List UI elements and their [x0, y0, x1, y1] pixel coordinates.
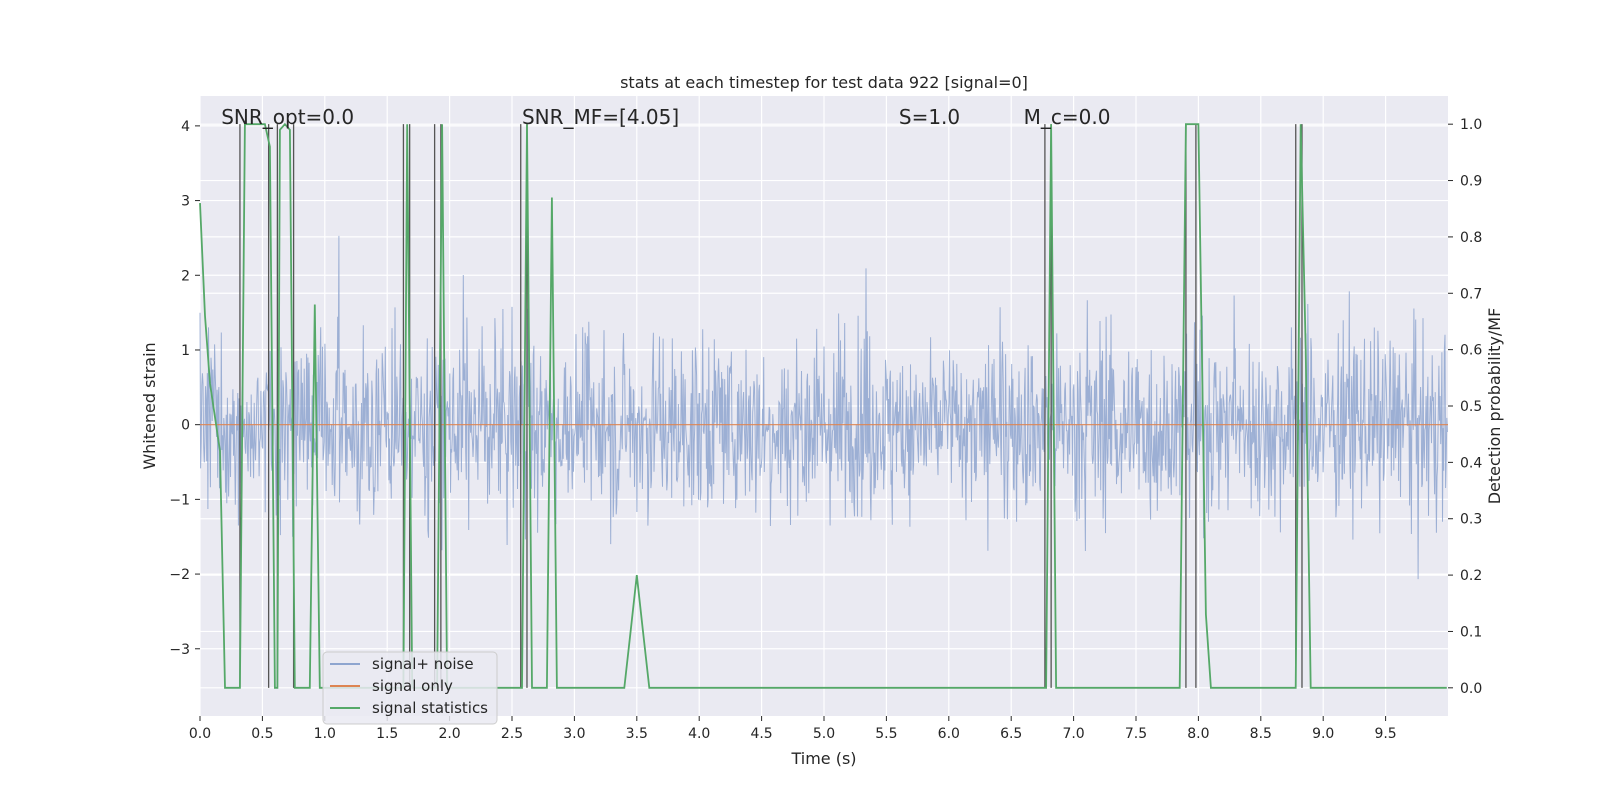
y-tick-label: −3 [169, 642, 190, 658]
annotations: SNR_opt=0.0 SNR_MF=[4.05] S=1.0 M_c=0.0 [221, 105, 1110, 129]
y2-axis-label: Detection probability/MF [1485, 308, 1504, 505]
y2-tick-label: 0.8 [1460, 230, 1482, 246]
y2-tick-label: 0.3 [1460, 512, 1482, 528]
annotation-text: S=1.0 [899, 105, 960, 129]
legend-label-signal-plus-noise: signal+ noise [372, 655, 474, 673]
x-tick-label: 6.5 [1000, 726, 1022, 742]
y2-tick-label: 0.7 [1460, 286, 1482, 302]
y-tick-label: −1 [169, 492, 190, 508]
y2-tick-label: 0.0 [1460, 681, 1482, 697]
legend-label-signal-only: signal only [372, 677, 453, 695]
x-tick-label: 2.0 [438, 726, 460, 742]
x-tick-label: 5.0 [813, 726, 835, 742]
x-tick-label: 4.5 [750, 726, 772, 742]
x-tick-label: 0.5 [251, 726, 273, 742]
y-tick-label: 4 [181, 119, 190, 135]
x-tick-label: 2.5 [501, 726, 523, 742]
x-tick-label: 3.5 [626, 726, 648, 742]
y2-tick-label: 1.0 [1460, 117, 1482, 133]
x-tick-label: 1.0 [314, 726, 336, 742]
y2-tick-label: 0.2 [1460, 568, 1482, 584]
x-tick-label: 6.0 [938, 726, 960, 742]
chart-title: stats at each timestep for test data 922… [620, 73, 1028, 92]
y-tick-label: 3 [181, 194, 190, 210]
series-signal-plus-noise [199, 235, 1448, 580]
y-tick-label: 0 [181, 418, 190, 434]
x-tick-label: 9.0 [1312, 726, 1334, 742]
x-tick-label: 7.0 [1062, 726, 1084, 742]
x-tick-label: 8.0 [1187, 726, 1209, 742]
annotation-text: M_c=0.0 [1024, 105, 1111, 129]
x-tick-label: 8.5 [1250, 726, 1272, 742]
y2-tick-label: 0.4 [1460, 455, 1482, 471]
signal-plus-noise-line [199, 235, 1448, 580]
x-tick-label: 4.0 [688, 726, 710, 742]
y-axis-label: Whitened strain [140, 342, 159, 469]
y2-tick-label: 0.9 [1460, 174, 1482, 190]
y-tick-label: −2 [169, 567, 190, 583]
y-tick-label: 2 [181, 268, 190, 284]
x-axis-label: Time (s) [790, 749, 856, 768]
x-tick-label: 7.5 [1125, 726, 1147, 742]
x-tick-label: 5.5 [875, 726, 897, 742]
legend: signal+ noise signal only signal statist… [322, 651, 498, 725]
annotation-text: SNR_opt=0.0 [221, 105, 354, 129]
y-tick-label: 1 [181, 343, 190, 359]
y2-tick-label: 0.6 [1460, 343, 1482, 359]
legend-box [322, 651, 498, 725]
axis-ticks: 0.0 0.5 1.0 1.5 2.0 2.5 3.0 3.5 4.0 4.5 5.0 5.5 6.0 6… [169, 117, 1482, 742]
y2-tick-label: 0.1 [1460, 624, 1482, 640]
x-tick-label: 1.5 [376, 726, 398, 742]
annotation-text: SNR_MF=[4.05] [522, 105, 679, 129]
x-tick-label: 3.0 [563, 726, 585, 742]
x-tick-label: 9.5 [1374, 726, 1396, 742]
grid-lines [199, 96, 1448, 716]
x-tick-label: 0.0 [189, 726, 211, 742]
legend-label-signal-statistics: signal statistics [372, 699, 488, 717]
y2-tick-label: 0.5 [1460, 399, 1482, 415]
